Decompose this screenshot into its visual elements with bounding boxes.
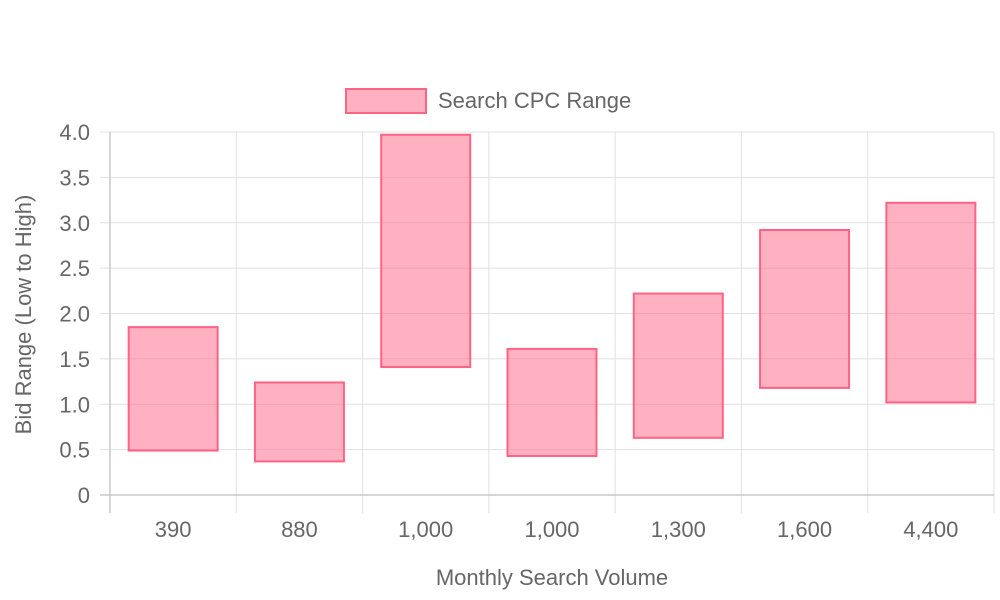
y-tick-label: 3.5: [59, 165, 90, 190]
range-bar[interactable]: [127, 326, 219, 452]
y-tick-label: 4.0: [59, 120, 90, 145]
x-tick-label: 1,600: [777, 517, 832, 542]
y-tick-label: 0: [78, 483, 90, 508]
legend[interactable]: Search CPC Range: [345, 88, 631, 114]
y-tick-label: 2.5: [59, 256, 90, 281]
tick-labels: 0 0.5 1.0 1.5 2.0 2.5 3.0 3.5 4.0 390 880 1,000 1,00…: [59, 120, 958, 542]
y-axis-title: Bid Range (Low to High): [11, 195, 36, 435]
range-bar[interactable]: [253, 381, 345, 463]
axes: [100, 132, 994, 513]
range-bar[interactable]: [885, 201, 977, 404]
y-tick-label: 1.5: [59, 347, 90, 372]
x-tick-label: 880: [281, 517, 318, 542]
x-tick-label: 1,300: [651, 517, 706, 542]
x-tick-label: 390: [155, 517, 192, 542]
x-axis-title: Monthly Search Volume: [436, 565, 668, 590]
legend-label[interactable]: Search CPC Range: [438, 88, 631, 113]
y-tick-label: 2.0: [59, 302, 90, 327]
range-bar[interactable]: [506, 347, 598, 457]
legend-swatch[interactable]: [345, 88, 427, 114]
range-bar[interactable]: [632, 292, 724, 439]
x-tick-label: 1,000: [524, 517, 579, 542]
x-tick-label: 1,000: [398, 517, 453, 542]
y-tick-label: 1.0: [59, 392, 90, 417]
bars: [127, 133, 977, 463]
range-bar[interactable]: [380, 133, 472, 369]
range-bar[interactable]: [759, 229, 851, 389]
y-tick-label: 0.5: [59, 438, 90, 463]
x-tick-label: 4,400: [903, 517, 958, 542]
grid: [100, 131, 995, 513]
y-tick-label: 3.0: [59, 211, 90, 236]
